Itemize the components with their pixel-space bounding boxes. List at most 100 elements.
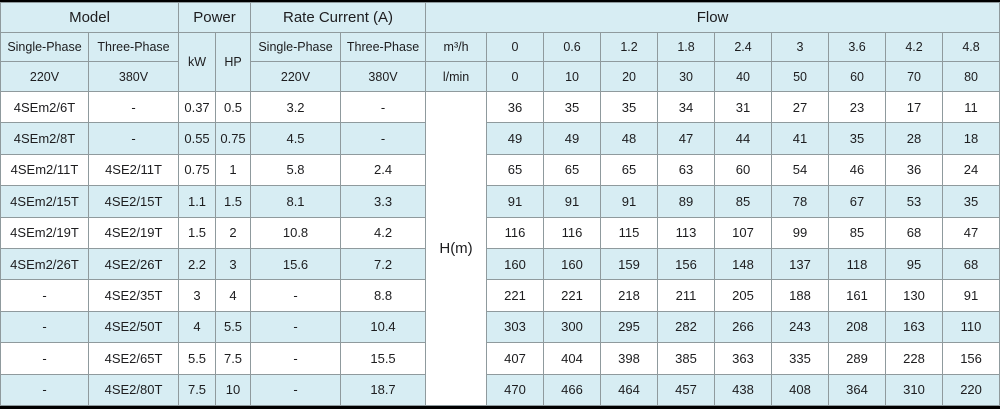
cell-head-value-6: 364 bbox=[828, 373, 887, 406]
header-model-three-phase: Three-Phase bbox=[87, 32, 180, 62]
cell-power-kw: 5.5 bbox=[178, 342, 217, 375]
cell-power-hp: 4 bbox=[215, 279, 252, 312]
cell-model-three-phase: 4SE2/80T bbox=[87, 373, 180, 406]
cell-power-kw: 3 bbox=[178, 279, 217, 312]
cell-head-value-1: 116 bbox=[543, 216, 602, 249]
header-rc-three-voltage: 380V bbox=[340, 61, 427, 92]
cell-head-value-8: 110 bbox=[942, 310, 1000, 344]
cell-head-value-2: 65 bbox=[600, 153, 659, 187]
header-rate-current: Rate Current (A) bbox=[250, 2, 427, 33]
cell-rate-current-single: - bbox=[250, 279, 342, 312]
cell-head-value-4: 363 bbox=[714, 342, 773, 375]
cell-head-value-0: 91 bbox=[486, 185, 545, 218]
table-body: 4SEm2/6T -0.37 0.5 3.2- H(m) 36 35 35 34 31 27 23 17… bbox=[0, 90, 1000, 406]
cell-rate-current-single: 5.8 bbox=[250, 153, 342, 187]
cell-head-value-4: 438 bbox=[714, 373, 773, 406]
cell-head-value-5: 41 bbox=[771, 122, 830, 155]
cell-head-value-5: 408 bbox=[771, 373, 830, 406]
table-row: 4SEm2/19T 4SE2/19T 1.5 2 10.8 4.2 116 116 115 113… bbox=[0, 216, 1000, 249]
cell-power-kw: 0.55 bbox=[178, 122, 217, 155]
header-power: Power bbox=[178, 2, 252, 33]
header-rc-single-phase: Single-Phase bbox=[250, 32, 342, 62]
cell-rate-current-single: 8.1 bbox=[250, 185, 342, 218]
flow-rate-lmin-0: 0 bbox=[486, 61, 545, 92]
cell-head-value-4: 60 bbox=[714, 153, 773, 187]
cell-rate-current-three: 4.2 bbox=[340, 216, 427, 249]
cell-model-single-phase: - bbox=[0, 342, 89, 375]
cell-head-value-8: 47 bbox=[942, 216, 1000, 249]
cell-head-value-1: 65 bbox=[543, 153, 602, 187]
cell-head-value-1: 404 bbox=[543, 342, 602, 375]
cell-power-kw: 1.1 bbox=[178, 185, 217, 218]
cell-head-value-6: 85 bbox=[828, 216, 887, 249]
cell-head-value-6: 23 bbox=[828, 90, 887, 124]
header-flow: Flow bbox=[425, 2, 1000, 33]
cell-head-value-4: 44 bbox=[714, 122, 773, 155]
cell-rate-current-single: - bbox=[250, 342, 342, 375]
cell-power-kw: 0.75 bbox=[178, 153, 217, 187]
cell-head-value-2: 35 bbox=[600, 90, 659, 124]
cell-model-single-phase: - bbox=[0, 279, 89, 312]
cell-head-value-4: 148 bbox=[714, 247, 773, 281]
cell-head-value-1: 300 bbox=[543, 310, 602, 344]
cell-head-value-6: 289 bbox=[828, 342, 887, 375]
flow-rate-lmin-1: 10 bbox=[543, 61, 602, 92]
cell-head-value-7: 53 bbox=[885, 185, 944, 218]
cell-power-kw: 0.37 bbox=[178, 90, 217, 124]
cell-power-hp: 3 bbox=[215, 247, 252, 281]
table-row: 4SEm2/6T -0.37 0.5 3.2- H(m) 36 35 35 34 31 27 23 17… bbox=[0, 90, 1000, 406]
flow-rate-m3h-6: 3.6 bbox=[828, 32, 887, 62]
flow-rate-lmin-4: 40 bbox=[714, 61, 773, 92]
cell-rate-current-single: 10.8 bbox=[250, 216, 342, 249]
cell-head-value-0: 160 bbox=[486, 247, 545, 281]
cell-model-three-phase: 4SE2/26T bbox=[87, 247, 180, 281]
cell-power-kw: 7.5 bbox=[178, 373, 217, 406]
table-row: -4SE2/80T 7.5 10-18.7 470 466 464 457 438 408 364… bbox=[0, 373, 1000, 406]
cell-head-value-6: 161 bbox=[828, 279, 887, 312]
sub-header-row: Single-Phase Three-Phase kW HP Single-Ph… bbox=[0, 32, 1000, 92]
cell-head-value-8: 11 bbox=[942, 90, 1000, 124]
cell-head-value-1: 91 bbox=[543, 185, 602, 218]
flow-rate-m3h-5: 3 bbox=[771, 32, 830, 62]
cell-head-value-3: 34 bbox=[657, 90, 716, 124]
cell-model-three-phase: - bbox=[87, 90, 180, 124]
header-rc-single-voltage: 220V bbox=[250, 61, 342, 92]
cell-head-value-5: 243 bbox=[771, 310, 830, 344]
cell-rate-current-three: - bbox=[340, 122, 427, 155]
cell-head-value-6: 67 bbox=[828, 185, 887, 218]
cell-head-value-1: 35 bbox=[543, 90, 602, 124]
cell-power-hp: 0.75 bbox=[215, 122, 252, 155]
cell-head-value-7: 228 bbox=[885, 342, 944, 375]
cell-rate-current-single: - bbox=[250, 373, 342, 406]
cell-model-single-phase: 4SEm2/26T bbox=[0, 247, 89, 281]
cell-head-value-5: 335 bbox=[771, 342, 830, 375]
cell-head-value-2: 91 bbox=[600, 185, 659, 218]
cell-power-hp: 7.5 bbox=[215, 342, 252, 375]
cell-head-value-3: 282 bbox=[657, 310, 716, 344]
cell-head-value-2: 218 bbox=[600, 279, 659, 312]
header-model-single-voltage: 220V bbox=[0, 61, 89, 92]
cell-power-kw: 2.2 bbox=[178, 247, 217, 281]
flow-rate-lmin-8: 80 bbox=[942, 61, 1000, 92]
cell-head-value-2: 48 bbox=[600, 122, 659, 155]
flow-rate-m3h-4: 2.4 bbox=[714, 32, 773, 62]
cell-rate-current-three: 15.5 bbox=[340, 342, 427, 375]
cell-head-value-2: 115 bbox=[600, 216, 659, 249]
group-header-row: Model Power Rate Current (A) Flow bbox=[0, 2, 1000, 33]
cell-model-single-phase: 4SEm2/6T bbox=[0, 90, 89, 124]
cell-model-single-phase: 4SEm2/11T bbox=[0, 153, 89, 187]
cell-model-three-phase: - bbox=[87, 122, 180, 155]
cell-model-single-phase: - bbox=[0, 310, 89, 344]
cell-head-value-2: 464 bbox=[600, 373, 659, 406]
table-row: -4SE2/50T 4 5.5-10.4 303 300 295 282 266 243 208 1… bbox=[0, 310, 1000, 344]
cell-head-value-1: 49 bbox=[543, 122, 602, 155]
cell-head-value-0: 36 bbox=[486, 90, 545, 124]
cell-head-value-6: 208 bbox=[828, 310, 887, 344]
cell-rate-current-three: 18.7 bbox=[340, 373, 427, 406]
cell-head-value-0: 116 bbox=[486, 216, 545, 249]
cell-head-value-5: 137 bbox=[771, 247, 830, 281]
cell-power-hp: 2 bbox=[215, 216, 252, 249]
cell-power-hp: 5.5 bbox=[215, 310, 252, 344]
cell-head-value-1: 160 bbox=[543, 247, 602, 281]
